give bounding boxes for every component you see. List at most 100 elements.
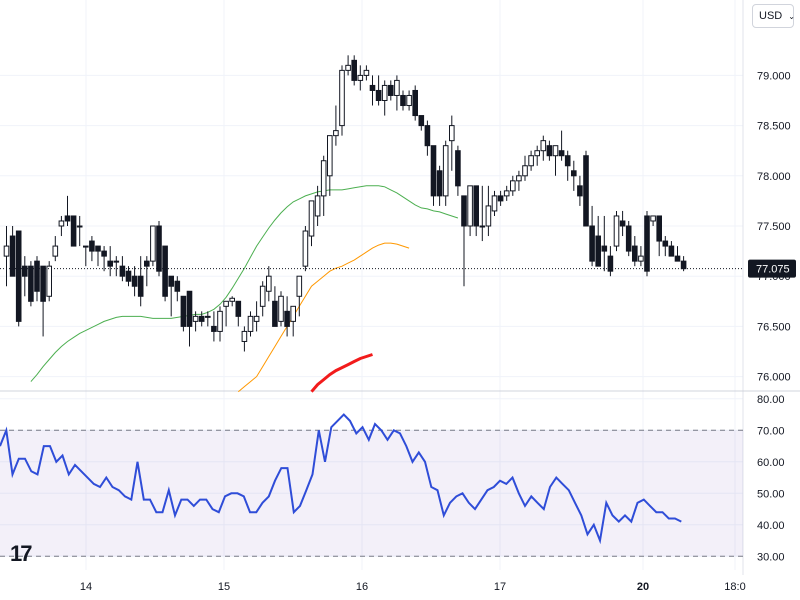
candle: [619, 210, 626, 237]
candle: [540, 135, 547, 161]
candle: [442, 140, 449, 206]
candle: [95, 245, 101, 267]
candle: [668, 241, 675, 257]
candle: [381, 80, 388, 116]
last-price-tag: 77.075: [748, 259, 796, 278]
candle: [351, 55, 357, 86]
candle: [235, 300, 242, 327]
price-tick-label: 78.500: [757, 121, 791, 133]
candle: [137, 256, 144, 307]
candle: [101, 246, 107, 272]
candle: [430, 145, 437, 206]
candle: [211, 311, 217, 342]
candle: [22, 256, 28, 297]
last-price-label: 77.075: [756, 264, 790, 276]
time-tick-label: 14: [80, 581, 92, 593]
candle: [510, 175, 516, 196]
candle: [461, 195, 467, 287]
candle: [613, 210, 620, 252]
candle: [479, 185, 486, 242]
candle: [156, 220, 162, 277]
candle: [229, 296, 235, 307]
moving-average-line: [310, 353, 373, 393]
candle: [601, 215, 608, 272]
candle: [455, 145, 461, 196]
time-tick-label: 17: [494, 581, 506, 593]
candle: [522, 155, 528, 181]
rsi-axis[interactable]: 80.00 70.00 60.00 50.00 40.00 30.00: [757, 394, 785, 564]
candle: [278, 291, 284, 327]
candle: [412, 85, 418, 121]
candle: [64, 195, 71, 226]
candle: [186, 290, 193, 347]
candle: [406, 90, 412, 111]
candle: [528, 150, 534, 171]
rsi-tick-label: 40.00: [757, 520, 785, 532]
candle: [131, 266, 138, 297]
candle: [52, 236, 59, 262]
price-tick-label: 78.000: [757, 171, 791, 183]
candle: [205, 311, 211, 327]
candle: [320, 155, 327, 216]
candle: [644, 210, 650, 277]
price-tick-label: 76.000: [757, 372, 791, 384]
candle: [388, 80, 394, 101]
candle: [241, 326, 248, 352]
candle: [534, 145, 541, 166]
candle: [253, 301, 260, 332]
candle: [40, 265, 46, 337]
candle: [333, 105, 339, 146]
moving-average-line: [237, 242, 410, 393]
candle: [302, 226, 309, 272]
candle: [76, 215, 83, 247]
rsi-band: [0, 430, 743, 557]
candle: [259, 281, 266, 317]
candle: [369, 75, 376, 106]
candle: [308, 200, 315, 247]
chevron-down-icon: ⌄: [788, 11, 795, 21]
candle: [583, 150, 589, 227]
price-axis[interactable]: 79.00078.50078.00077.50077.00076.50076.0…: [757, 70, 791, 383]
candle: [552, 145, 559, 176]
candle: [357, 65, 364, 91]
candle: [632, 236, 638, 267]
candle: [290, 305, 296, 337]
candle: [375, 75, 382, 106]
candle: [564, 150, 571, 181]
candle: [144, 256, 150, 287]
candle: [503, 185, 510, 201]
rsi-tick-label: 80.00: [757, 394, 785, 406]
currency-select[interactable]: USD ⌄: [752, 4, 795, 28]
rsi-tick-label: 50.00: [757, 488, 785, 500]
candle: [491, 190, 498, 216]
candle: [15, 230, 22, 327]
candle: [28, 261, 34, 307]
time-axis[interactable]: 14 15 16 17 20 18:0: [80, 581, 746, 593]
candle: [449, 115, 455, 171]
candle: [339, 65, 345, 136]
candle: [9, 226, 16, 277]
candle: [314, 185, 321, 226]
candle: [107, 246, 114, 277]
candle: [272, 286, 278, 327]
rsi-tick-label: 70.00: [757, 425, 785, 437]
candle: [571, 160, 577, 191]
candle: [650, 215, 656, 226]
candle: [150, 225, 156, 267]
moving-averages: [30, 185, 459, 393]
candle: [327, 135, 333, 196]
candle: [284, 296, 290, 337]
rsi-line: [0, 413, 682, 545]
candle: [656, 215, 663, 257]
candle: [217, 306, 223, 342]
tradingview-logo: 17: [10, 541, 33, 566]
candle: [625, 220, 632, 257]
candle: [497, 190, 504, 206]
candle: [162, 245, 168, 302]
candle: [418, 115, 425, 131]
candle: [467, 185, 473, 237]
candle: [247, 311, 254, 337]
candle: [589, 205, 595, 267]
candle: [168, 275, 174, 317]
